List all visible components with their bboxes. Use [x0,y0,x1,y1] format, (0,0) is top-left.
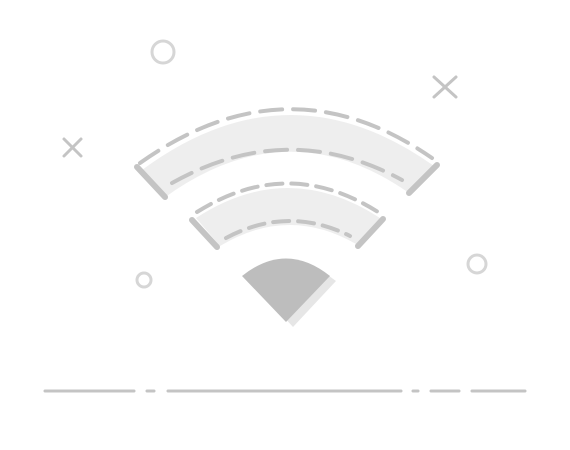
wifi-outer-band-solid-edge [134,162,440,200]
cross-icon-left [62,137,83,158]
circle-icon-small-left [135,271,153,289]
cross-icon-right [432,75,458,99]
wifi-icon [134,107,440,327]
wifi-middle-band-solid-edge [189,216,386,250]
wifi-middle-band-dashed-edge [195,181,380,214]
wifi-outer-band-dashed-edge [138,107,434,165]
wifi-outer-band [134,107,440,200]
circle-icon-right [466,253,488,275]
wifi-dot [242,258,330,322]
wifi-middle-band-inner-dashed-edge [224,219,352,240]
wifi-middle-band [189,181,386,250]
wifi-outer-band-fill [142,114,434,198]
circle-icon-top-left [150,39,176,65]
wifi-outer-band-inner-dashed-edge [170,147,404,185]
